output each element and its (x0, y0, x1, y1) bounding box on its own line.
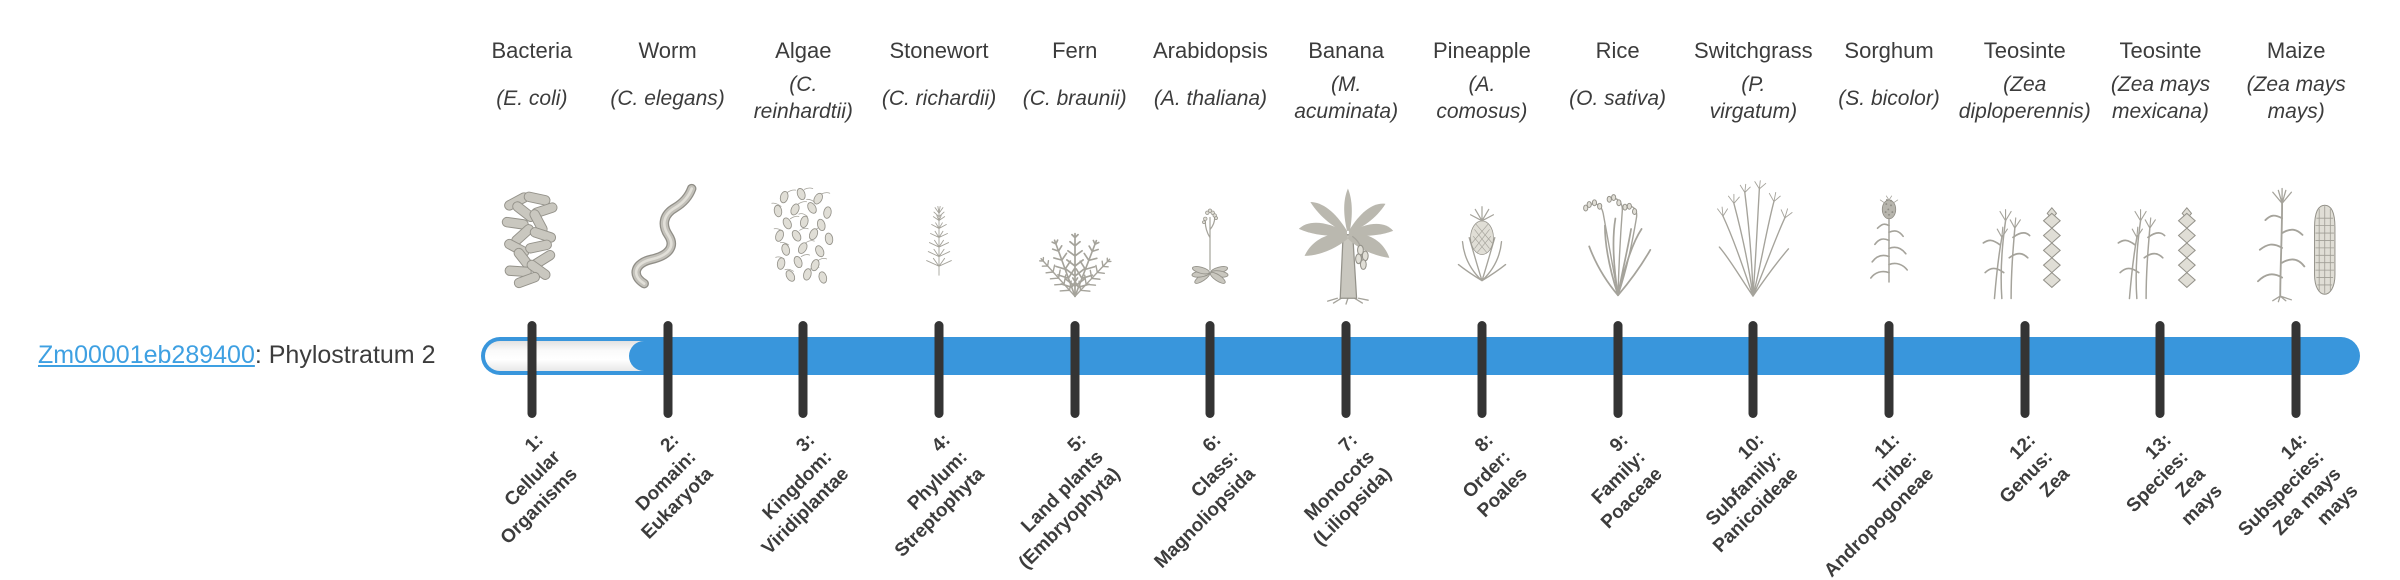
organism-name: Banana (1308, 38, 1385, 63)
species-name: (Zea mays mexicana) (2110, 73, 2211, 123)
stratum-label: 9: Family: Poaceae (1588, 429, 1668, 534)
organism-name: Fern (1052, 38, 1098, 63)
organism-name: Stonewort (889, 38, 989, 63)
tick-mark (1341, 321, 1351, 418)
organism-columns: Bacteria (E. coli) 1: Cellular Organisms… (464, 0, 2364, 580)
organism-column-14: Maize (Zea mays mays) 14: Subspecies: Ze… (2228, 0, 2364, 580)
tick-mark (663, 321, 673, 418)
tick-mark (1205, 321, 1215, 418)
organism-name: Teosinte (2119, 38, 2202, 63)
tick-mark (934, 321, 944, 418)
organism-column-2: Worm (C. elegans) 2: Domain: Eukaryota (600, 0, 736, 580)
organism-column-11: Sorghum (S. bicolor) 11: Tribe: Andropog… (1821, 0, 1957, 580)
maize-icon (2228, 166, 2364, 305)
tick-mark (2291, 321, 2301, 418)
organism-column-8: Pineapple (A. comosus) 8: Order: Poales (1414, 0, 1550, 580)
organism-column-3: Algae (C. reinhardtii) 3: Kingdom: Virid… (735, 0, 871, 580)
species-name: (Zea diploperennis) (1958, 73, 2091, 123)
tick-mark (1613, 321, 1623, 418)
organism-column-10: Switchgrass (P. virgatum) 10: Subfamily:… (1685, 0, 1821, 580)
organism-name: Algae (775, 38, 832, 63)
stratum-label: 8: Order: Poales (1458, 429, 1532, 522)
species-name: (M. acuminata) (1294, 73, 1399, 123)
stratum-label: 10: Subfamily: Panicoideae (1702, 429, 1803, 557)
tick-mark (1477, 321, 1487, 418)
stonewort-icon (871, 166, 1007, 305)
species-name: (C. braunii) (1022, 86, 1127, 110)
organism-column-1: Bacteria (E. coli) 1: Cellular Organisms (464, 0, 600, 580)
tick-mark (2155, 321, 2165, 418)
teosinte-icon (2093, 166, 2229, 305)
organism-name: Pineapple (1432, 38, 1531, 63)
species-name: (Zea mays mays) (2246, 73, 2346, 123)
organism-name: Bacteria (491, 38, 573, 63)
filled-segment (629, 341, 2356, 371)
species-name: (O. sativa) (1569, 86, 1667, 110)
stratum-label: 14: Subspecies: Zea mays mays (2234, 429, 2363, 541)
organism-name: Switchgrass (1694, 38, 1813, 63)
species-name: (C. reinhardtii) (753, 73, 853, 123)
phylostratum-text: : Phylostratum 2 (254, 341, 436, 369)
organism-name: Worm (638, 38, 697, 63)
organism-column-5: Fern (C. braunii) 5: Land plants (Embryo… (1007, 0, 1143, 580)
organism-name: Rice (1595, 38, 1640, 63)
rice-icon (1550, 166, 1686, 305)
tick-mark (1070, 321, 1080, 418)
organism-column-6: Arabidopsis (A. thaliana) 6: Class: Magn… (1143, 0, 1279, 580)
organism-column-13: Teosinte (Zea mays mexicana) 13: Species… (2093, 0, 2229, 580)
organism-name: Teosinte (1983, 38, 2066, 63)
organism-column-7: Banana (M. acuminata) 7: Monocots (Lilio… (1278, 0, 1414, 580)
switchgrass-icon (1685, 166, 1821, 305)
tick-mark (1748, 321, 1758, 418)
fern-icon (1007, 166, 1143, 305)
teosinte-icon (1957, 166, 2093, 305)
algae-icon (735, 166, 871, 305)
species-name: (A. comosus) (1436, 73, 1528, 123)
tick-mark (2020, 321, 2030, 418)
bacteria-icon (464, 166, 600, 305)
species-name: (S. bicolor) (1838, 86, 1940, 110)
stratum-label: 13: Species: Zea mays (2122, 429, 2227, 530)
pineapple-icon (1414, 166, 1550, 305)
organism-name: Maize (2266, 38, 2326, 63)
species-name: (A. thaliana) (1153, 86, 1268, 110)
tick-mark (527, 321, 537, 418)
gene-label: Zm00001eb289400: Phylostratum 2 (38, 341, 436, 370)
stratum-label: 4: Phylum: Streptophyta (890, 429, 989, 562)
stratum-label: 7: Monocots (Liliopsida) (1300, 429, 1396, 551)
organism-column-12: Teosinte (Zea diploperennis) 12: Genus: … (1957, 0, 2093, 580)
organism-column-9: Rice (O. sativa) 9: Family: Poaceae (1550, 0, 1686, 580)
banana-icon (1278, 166, 1414, 305)
organism-name: Sorghum (1844, 38, 1934, 63)
sorghum-icon (1821, 166, 1957, 305)
stratum-label: 12: Genus: Zea (1996, 429, 2075, 508)
organism-column-4: Stonewort (C. richardii) 4: Phylum: Stre… (871, 0, 1007, 580)
gene-id-link[interactable]: Zm00001eb289400 (38, 341, 255, 369)
organism-name: Arabidopsis (1152, 38, 1268, 63)
tick-mark (1884, 321, 1894, 418)
stratum-label: 1: Cellular Organisms (496, 429, 582, 549)
species-name: (C. elegans) (610, 86, 725, 110)
stratum-label: 3: Kingdom: Viridiplantae (757, 429, 853, 559)
species-name: (P. virgatum) (1709, 73, 1798, 123)
phylostratum-bar (481, 337, 2360, 375)
species-name: (E. coli) (496, 86, 568, 110)
species-name: (C. richardii) (881, 86, 997, 110)
arabidopsis-icon (1143, 166, 1279, 305)
stratum-label: 2: Domain: Eukaryota (631, 429, 718, 544)
worm-icon (600, 166, 736, 305)
tick-mark (798, 321, 808, 418)
